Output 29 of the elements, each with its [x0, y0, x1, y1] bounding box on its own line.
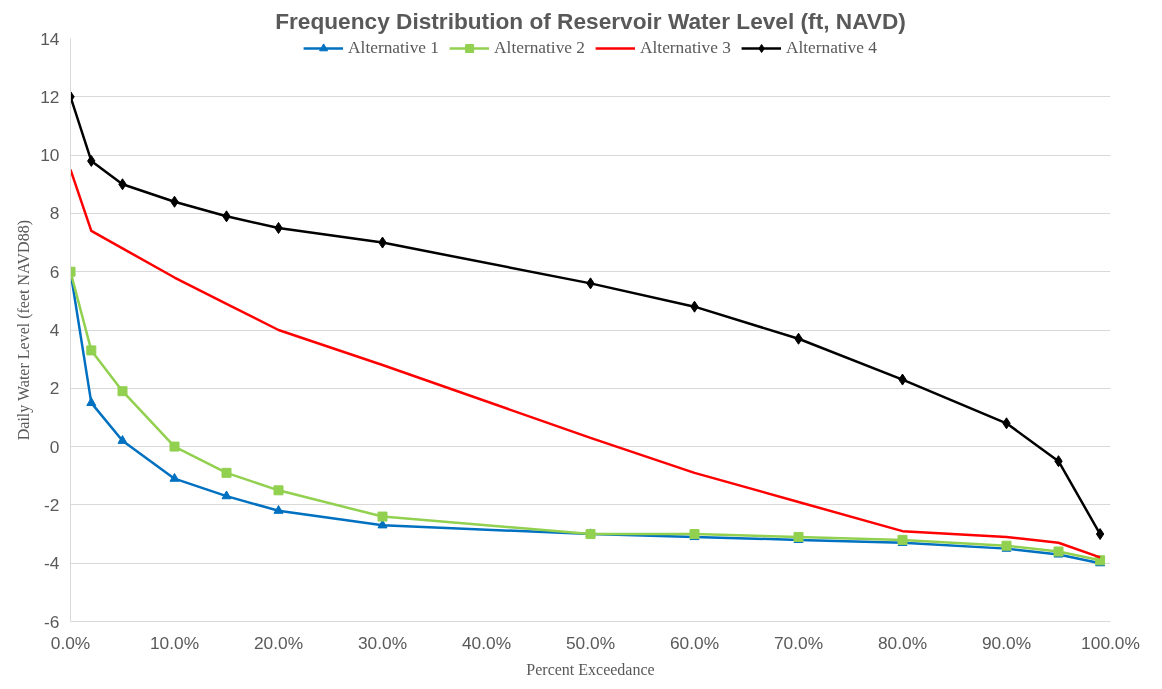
- x-axis-title: Percent Exceedance: [526, 660, 655, 678]
- y-axis-title: Daily Water Level (feet NAVD88): [15, 220, 34, 441]
- y-tick-label: 14: [40, 28, 60, 49]
- y-tick-label: 0: [49, 436, 60, 457]
- y-tick-label: 2: [49, 378, 60, 399]
- y-tick-label: 4: [49, 320, 60, 340]
- y-tick-label: -2: [44, 494, 60, 515]
- legend-label: Alternative 4: [785, 38, 877, 58]
- x-tick-label: 90.0%: [981, 632, 1032, 653]
- legend-label: Alternative 2: [494, 38, 585, 58]
- y-tick-label: -6: [44, 611, 60, 632]
- y-tick-label: 6: [49, 261, 60, 282]
- legend-label: Alternative 3: [640, 38, 731, 58]
- legend-label: Alternative 1: [348, 38, 440, 58]
- x-tick-label: 80.0%: [877, 632, 928, 653]
- x-tick-label: 40.0%: [461, 632, 512, 653]
- chart-title: Frequency Distribution of Reservoir Water Level (ft, NAVD): [275, 7, 906, 34]
- x-tick-label: 50.0%: [565, 632, 616, 653]
- y-tick-label: 10: [40, 145, 60, 166]
- x-tick-label: 20.0%: [253, 632, 304, 653]
- y-tick-label: 8: [49, 203, 60, 224]
- x-tick-label: 60.0%: [669, 632, 720, 653]
- y-tick-label: -4: [44, 553, 60, 574]
- x-tick-label: 30.0%: [357, 632, 408, 653]
- y-tick-label: 12: [40, 86, 60, 107]
- x-tick-label: 10.0%: [149, 632, 200, 653]
- x-tick-label: 0.0%: [50, 632, 91, 653]
- x-tick-label: 100.0%: [1081, 632, 1140, 653]
- x-tick-label: 70.0%: [773, 632, 824, 653]
